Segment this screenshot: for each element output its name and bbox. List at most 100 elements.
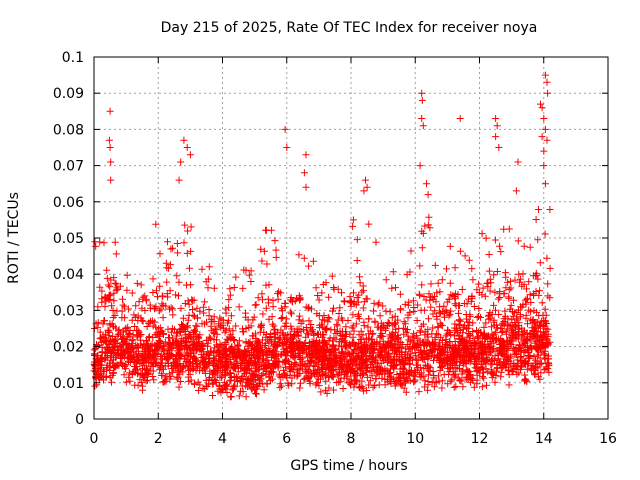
data-point <box>281 322 289 330</box>
data-point <box>540 366 548 374</box>
data-point <box>331 353 339 361</box>
data-point <box>260 386 268 394</box>
data-point <box>208 369 216 377</box>
data-point <box>483 280 491 287</box>
data-point <box>451 293 459 301</box>
data-point <box>358 288 366 296</box>
data-point <box>379 357 387 365</box>
data-point <box>159 302 167 309</box>
data-point <box>537 100 544 108</box>
y-tick-label: 0.03 <box>53 303 84 319</box>
data-point <box>302 151 310 159</box>
data-point <box>503 346 511 354</box>
x-axis-label: GPS time / hours <box>290 458 407 474</box>
data-point <box>356 279 364 287</box>
data-point <box>502 284 510 292</box>
data-point <box>527 308 535 316</box>
data-point <box>407 247 415 255</box>
data-point <box>388 314 396 322</box>
data-point <box>424 221 432 229</box>
data-point <box>526 352 534 359</box>
data-point <box>543 254 551 262</box>
data-point <box>416 373 424 381</box>
data-point <box>486 287 494 295</box>
data-point <box>296 384 304 392</box>
data-point <box>143 323 151 330</box>
data-point <box>216 352 224 360</box>
data-point <box>367 360 375 368</box>
data-point <box>421 377 429 385</box>
data-point <box>435 338 443 346</box>
data-point <box>338 343 346 350</box>
data-point <box>400 374 408 382</box>
x-tick-label: 14 <box>535 431 553 447</box>
data-point <box>245 380 253 388</box>
data-point <box>122 365 130 373</box>
data-point <box>157 364 165 372</box>
data-point <box>221 381 228 389</box>
data-point <box>227 312 235 320</box>
data-point <box>126 359 134 366</box>
data-point <box>418 322 426 330</box>
data-point <box>122 378 130 386</box>
data-point <box>174 373 182 381</box>
data-point <box>465 330 473 337</box>
data-point <box>156 250 164 258</box>
data-point <box>504 337 512 345</box>
data-point <box>450 383 458 391</box>
data-point <box>484 340 492 348</box>
data-point <box>353 236 361 244</box>
data-point <box>336 304 344 312</box>
data-points <box>90 71 554 401</box>
data-point <box>222 341 230 349</box>
data-point <box>94 357 102 365</box>
data-point <box>390 355 398 363</box>
data-point <box>541 125 549 133</box>
data-point <box>456 302 464 309</box>
data-point <box>254 354 262 362</box>
data-point <box>149 334 157 341</box>
data-point <box>421 306 429 314</box>
data-point <box>440 302 448 310</box>
data-point <box>301 374 309 382</box>
data-point <box>272 246 280 254</box>
data-point <box>482 335 490 343</box>
data-point <box>327 366 335 373</box>
data-point <box>416 162 424 170</box>
data-point <box>373 364 381 371</box>
data-point <box>431 307 439 315</box>
data-point <box>239 284 247 292</box>
data-point <box>484 283 492 291</box>
data-point <box>123 333 131 341</box>
data-point <box>225 325 233 333</box>
data-point <box>300 169 308 177</box>
data-point <box>537 369 545 377</box>
data-point <box>320 316 328 324</box>
data-point <box>248 385 256 393</box>
data-point <box>96 283 104 291</box>
data-point <box>209 380 217 388</box>
data-point <box>302 183 310 191</box>
data-point <box>258 290 266 298</box>
data-point <box>503 330 510 338</box>
data-point <box>302 303 310 311</box>
data-point <box>431 336 439 344</box>
data-point <box>541 180 549 188</box>
data-point <box>262 333 270 341</box>
data-point <box>287 296 294 304</box>
data-point <box>303 369 311 377</box>
data-point <box>544 89 552 97</box>
data-point <box>515 369 523 377</box>
data-point <box>528 345 535 353</box>
data-point <box>283 144 291 151</box>
data-point <box>356 383 364 391</box>
data-point <box>523 336 531 344</box>
data-point <box>177 158 185 166</box>
data-point <box>257 324 265 332</box>
data-point <box>385 370 393 377</box>
data-point <box>446 242 454 250</box>
data-point <box>287 333 295 341</box>
data-point <box>390 333 398 341</box>
data-point <box>474 332 482 340</box>
data-point <box>492 336 500 344</box>
